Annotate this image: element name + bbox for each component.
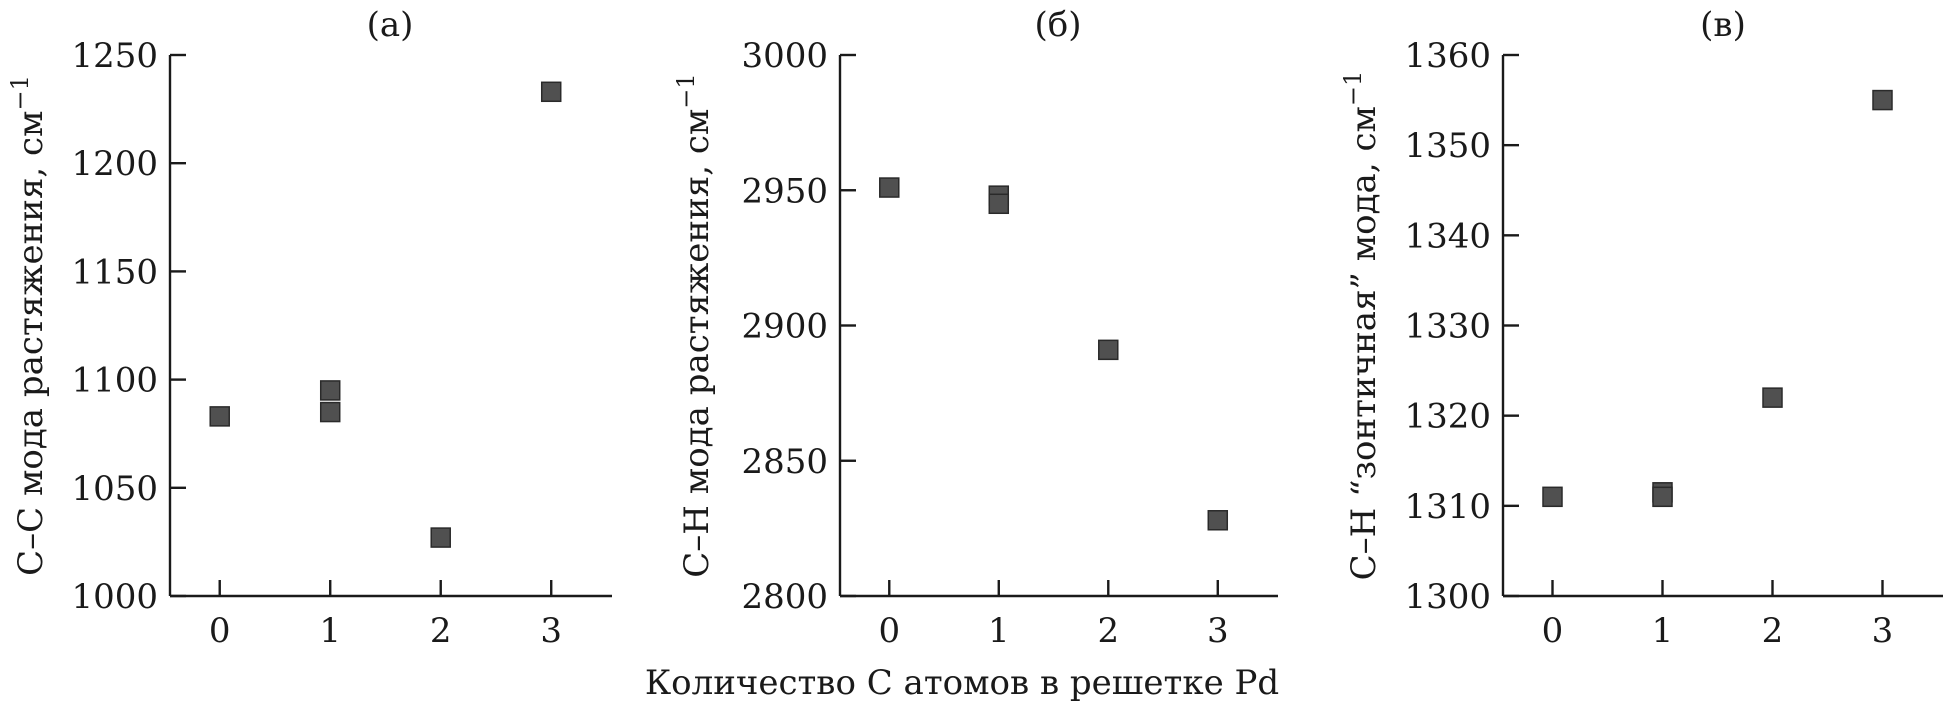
y-tick-label: 3000 [741, 36, 828, 76]
x-tick-label: 1 [1652, 611, 1674, 651]
chart-panel-1: 1000 1050 1100 1150 1200 1250 0 1 2 3 (а) С–С мода … [6, 5, 612, 651]
data-point [209, 406, 230, 427]
y-tick-label: 1330 [1404, 307, 1491, 347]
x-tick-label: 2 [1097, 611, 1119, 651]
data-point [540, 81, 562, 103]
data-point [1098, 339, 1119, 361]
data-point [988, 193, 1010, 215]
x-tick-label: 3 [1207, 611, 1229, 651]
y-tick-label: 2850 [741, 442, 828, 482]
x-tick-label: 0 [209, 611, 231, 651]
panel-label: (в) [1700, 5, 1746, 45]
chart-panel-2: 2800 2850 2900 2950 3000 0 1 2 3 (б) С–Н мода раст… [672, 5, 1278, 651]
data-point [879, 177, 900, 198]
y-axis-label: С–С мода растяжения, см−1 [6, 75, 51, 576]
y-tick-label: 1300 [1404, 577, 1491, 617]
data-point [1652, 486, 1673, 508]
data-point [319, 380, 341, 401]
shared-x-axis-label: Количество С атомов в решетке Pd [645, 663, 1279, 703]
y-tick-label: 1050 [71, 469, 158, 509]
data-point [319, 401, 341, 423]
x-tick-label: 1 [319, 611, 341, 651]
data-point [430, 527, 451, 548]
data-point [1207, 510, 1229, 531]
x-tick-label: 3 [540, 611, 562, 651]
y-tick-label: 1200 [71, 144, 158, 184]
y-tick-label: 1340 [1404, 216, 1491, 256]
data-point [1872, 89, 1893, 111]
data-point [1762, 387, 1783, 408]
x-tick-label: 1 [988, 611, 1010, 651]
x-tick-label: 3 [1872, 611, 1894, 651]
y-tick-label: 2800 [741, 577, 828, 617]
x-tick-label: 0 [878, 611, 900, 651]
y-tick-label: 2900 [741, 307, 828, 347]
y-tick-label: 1310 [1404, 487, 1491, 527]
y-axis-label: С–Н мода растяжения, см−1 [672, 73, 717, 577]
y-tick-label: 1360 [1404, 36, 1491, 76]
y-tick-label: 1320 [1404, 397, 1491, 437]
y-tick-label: 1100 [71, 361, 158, 401]
y-tick-label: 1350 [1404, 126, 1491, 166]
x-tick-label: 0 [1542, 611, 1564, 651]
y-tick-label: 1250 [71, 36, 158, 76]
x-tick-label: 2 [1762, 611, 1784, 651]
panel-label: (а) [367, 5, 414, 45]
y-tick-label: 1000 [71, 577, 158, 617]
y-tick-label: 2950 [741, 171, 828, 211]
y-axis-label: С–Н “зонтичная” мода, см−1 [1339, 71, 1384, 581]
chart-panel-3: 1300 1310 1320 1330 1340 1350 1360 0 1 2 3 (в) С–Н “… [1339, 5, 1943, 651]
panel-label: (б) [1035, 5, 1082, 45]
x-tick-label: 2 [430, 611, 452, 651]
data-point [1542, 486, 1563, 508]
y-tick-label: 1150 [71, 252, 158, 292]
